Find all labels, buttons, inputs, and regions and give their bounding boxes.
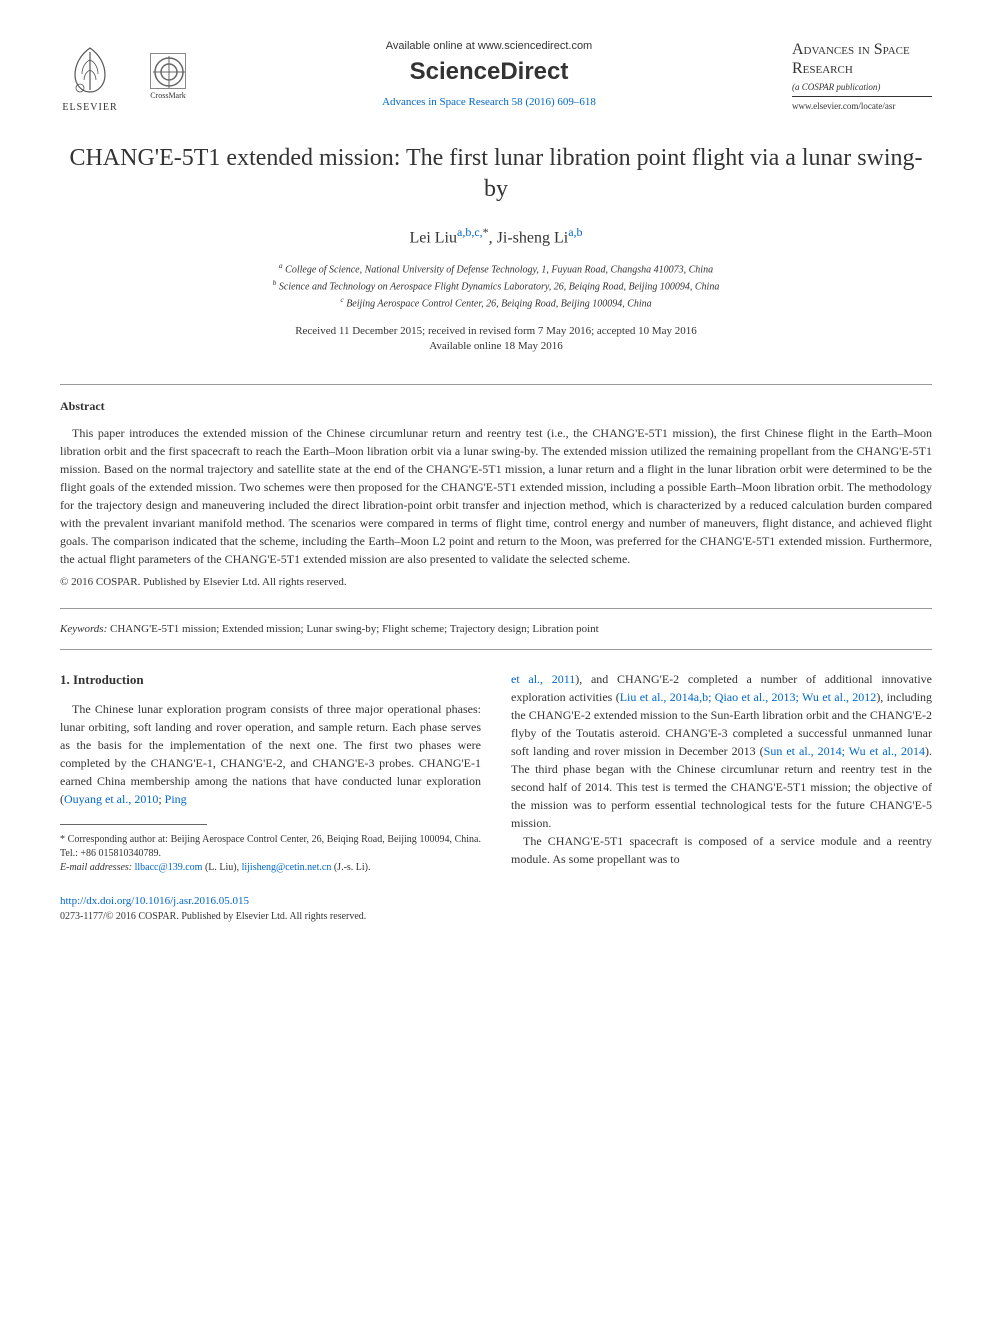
right-column: et al., 2011), and CHANG'E-2 completed a…: [511, 670, 932, 875]
elsevier-logo[interactable]: ELSEVIER: [60, 40, 120, 113]
author-2-affiliations[interactable]: a,b: [568, 225, 582, 239]
author-2[interactable]: Ji-sheng Li: [497, 230, 569, 247]
journal-url[interactable]: www.elsevier.com/locate/asr: [792, 96, 932, 111]
abstract-text: This paper introduces the extended missi…: [60, 424, 932, 568]
intro-paragraph-1-cont: et al., 2011), and CHANG'E-2 completed a…: [511, 670, 932, 832]
header-row: ELSEVIER CrossMark Available online at w…: [60, 40, 932, 113]
abstract-heading: Abstract: [60, 399, 932, 414]
section-heading: 1. Introduction: [60, 670, 481, 690]
divider-bottom: [60, 649, 932, 650]
intro-paragraph-2: The CHANG'E-5T1 spacecraft is composed o…: [511, 832, 932, 868]
doi-row: http://dx.doi.org/10.1016/j.asr.2016.05.…: [60, 895, 932, 907]
authors-line: Lei Liua,b,c,*, Ji-sheng Lia,b: [60, 225, 932, 247]
dates-block: Received 11 December 2015; received in r…: [60, 324, 932, 355]
dates-available: Available online 18 May 2016: [60, 339, 932, 354]
affiliation-c-text: Beijing Aerospace Control Center, 26, Be…: [346, 299, 651, 310]
citation-liu-qiao-wu[interactable]: Liu et al., 2014a,b; Qiao et al., 2013; …: [620, 690, 877, 704]
article-title: CHANG'E-5T1 extended mission: The first …: [60, 143, 932, 205]
footnote-divider: [60, 824, 207, 825]
crossmark-badge[interactable]: CrossMark: [150, 53, 186, 100]
journal-name: Advances in Space Research: [792, 40, 932, 78]
divider-top: [60, 384, 932, 385]
header-center: Available online at www.sciencedirect.co…: [186, 40, 792, 108]
sciencedirect-logo[interactable]: ScienceDirect: [186, 58, 792, 86]
corresponding-text: * Corresponding author at: Beijing Aeros…: [60, 833, 481, 861]
author-1-corresponding[interactable]: *: [483, 225, 489, 239]
affiliations-block: a College of Science, National Universit…: [60, 260, 932, 312]
intro-text-1: The Chinese lunar exploration program co…: [60, 702, 481, 806]
corresponding-footnote: * Corresponding author at: Beijing Aeros…: [60, 833, 481, 875]
email-1-name: (L. Liu),: [205, 862, 239, 873]
author-1[interactable]: Lei Liu: [409, 230, 457, 247]
email-2[interactable]: lijisheng@cetin.net.cn: [242, 862, 332, 873]
crossmark-icon: [150, 53, 186, 89]
author-1-affiliations[interactable]: a,b,c,: [457, 225, 483, 239]
available-online-text: Available online at www.sciencedirect.co…: [186, 40, 792, 52]
keywords-label: Keywords:: [60, 623, 107, 635]
header-left: ELSEVIER CrossMark: [60, 40, 186, 113]
abstract-copyright: © 2016 COSPAR. Published by Elsevier Ltd…: [60, 576, 932, 588]
affiliation-b-text: Science and Technology on Aerospace Flig…: [279, 281, 719, 292]
crossmark-label: CrossMark: [150, 91, 186, 100]
bottom-copyright: 0273-1177/© 2016 COSPAR. Published by El…: [60, 911, 932, 922]
email-label: E-mail addresses:: [60, 862, 132, 873]
journal-ref-link[interactable]: Advances in Space Research 58 (2016) 609…: [382, 96, 596, 108]
left-column: 1. Introduction The Chinese lunar explor…: [60, 670, 481, 875]
dates-received: Received 11 December 2015; received in r…: [60, 324, 932, 339]
intro-paragraph-1: The Chinese lunar exploration program co…: [60, 700, 481, 808]
doi-link[interactable]: http://dx.doi.org/10.1016/j.asr.2016.05.…: [60, 895, 249, 907]
elsevier-label: ELSEVIER: [62, 102, 117, 113]
affiliation-a-text: College of Science, National University …: [285, 264, 713, 275]
email-2-name: (J.-s. Li).: [334, 862, 371, 873]
journal-reference[interactable]: Advances in Space Research 58 (2016) 609…: [186, 96, 792, 108]
citation-sun-wu[interactable]: Sun et al., 2014; Wu et al., 2014: [764, 744, 925, 758]
keywords-list: CHANG'E-5T1 mission; Extended mission; L…: [110, 623, 599, 635]
header-right: Advances in Space Research (a COSPAR pub…: [792, 40, 932, 111]
keywords-row: Keywords: CHANG'E-5T1 mission; Extended …: [60, 623, 932, 635]
elsevier-tree-icon: [60, 40, 120, 100]
affiliation-b: b Science and Technology on Aerospace Fl…: [60, 277, 932, 294]
body-columns: 1. Introduction The Chinese lunar explor…: [60, 670, 932, 875]
email-line: E-mail addresses: llbacc@139.com (L. Liu…: [60, 861, 481, 875]
journal-subtitle: (a COSPAR publication): [792, 82, 932, 92]
affiliation-c: c Beijing Aerospace Control Center, 26, …: [60, 294, 932, 311]
citation-ouyang[interactable]: Ouyang et al., 2010: [64, 792, 158, 806]
email-1[interactable]: llbacc@139.com: [135, 862, 203, 873]
divider-mid: [60, 608, 932, 609]
affiliation-a: a College of Science, National Universit…: [60, 260, 932, 277]
citation-ping[interactable]: Ping: [165, 792, 187, 806]
citation-ping-cont[interactable]: et al., 2011: [511, 672, 575, 686]
